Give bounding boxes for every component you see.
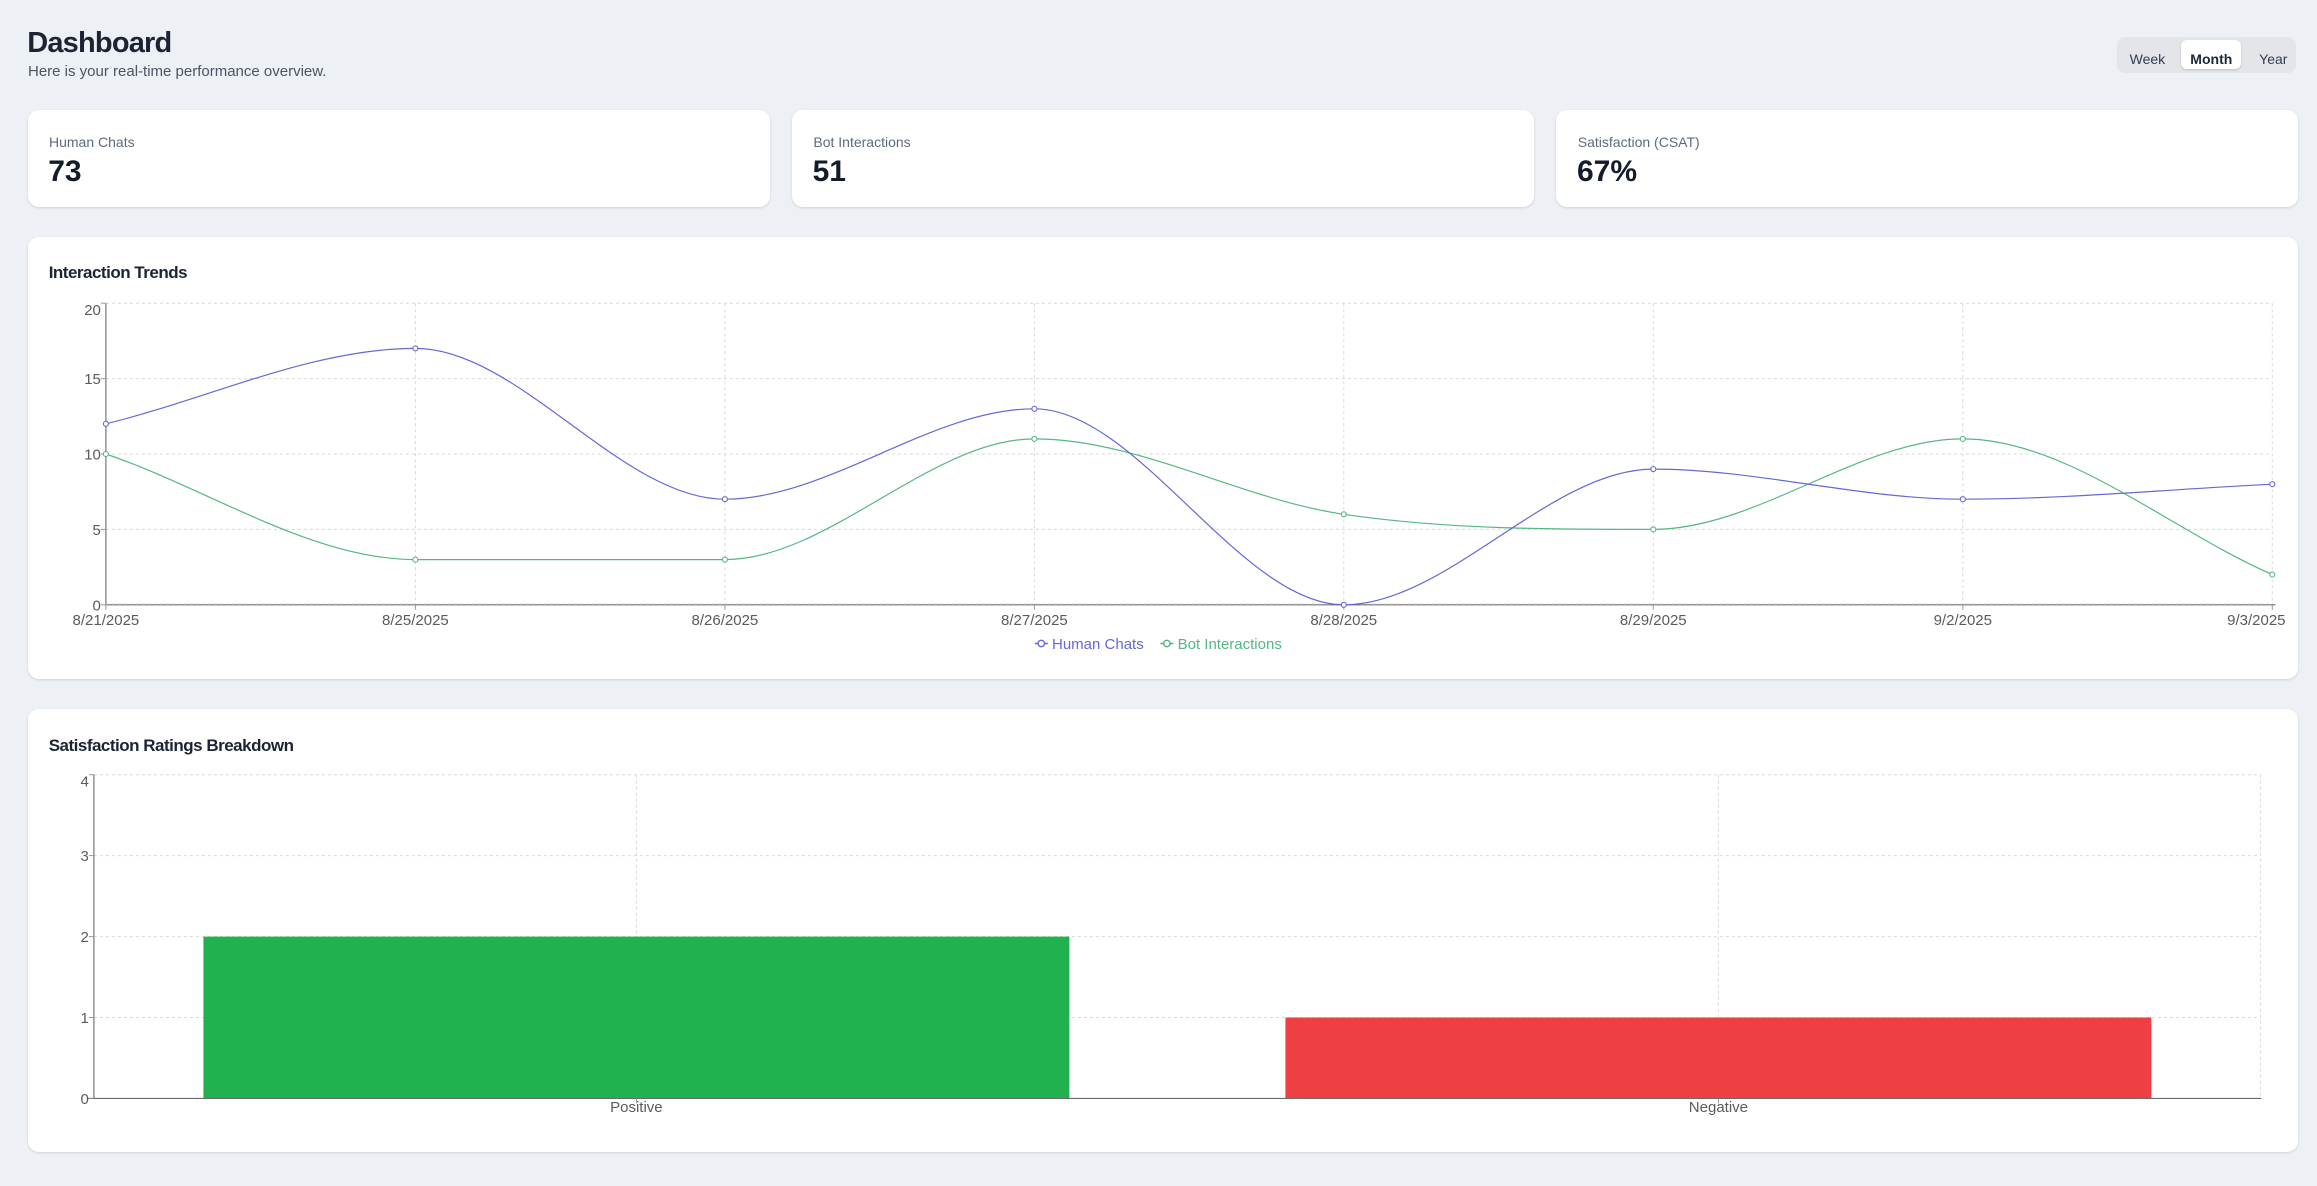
svg-text:10: 10: [84, 446, 101, 463]
svg-text:8/27/2025: 8/27/2025: [1001, 612, 1068, 629]
svg-text:Negative: Negative: [1688, 1099, 1747, 1116]
svg-text:Bot Interactions: Bot Interactions: [1177, 635, 1281, 652]
svg-text:3: 3: [80, 848, 88, 865]
svg-text:Human Chats: Human Chats: [1052, 635, 1144, 652]
svg-text:15: 15: [84, 371, 101, 388]
svg-text:8/28/2025: 8/28/2025: [1310, 612, 1377, 629]
svg-text:0: 0: [92, 597, 100, 614]
svg-text:4: 4: [80, 774, 88, 791]
svg-text:2: 2: [80, 929, 88, 946]
svg-text:8/29/2025: 8/29/2025: [1620, 612, 1687, 629]
svg-text:Positive: Positive: [610, 1099, 663, 1116]
svg-text:20: 20: [84, 302, 101, 319]
svg-text:9/3/2025: 9/3/2025: [2227, 612, 2285, 629]
svg-text:8/21/2025: 8/21/2025: [72, 612, 139, 629]
svg-text:9/2/2025: 9/2/2025: [1933, 612, 1991, 629]
svg-text:0: 0: [80, 1091, 88, 1108]
svg-text:5: 5: [92, 521, 100, 538]
svg-text:1: 1: [80, 1010, 88, 1027]
svg-text:8/25/2025: 8/25/2025: [382, 612, 449, 629]
svg-text:8/26/2025: 8/26/2025: [691, 612, 758, 629]
